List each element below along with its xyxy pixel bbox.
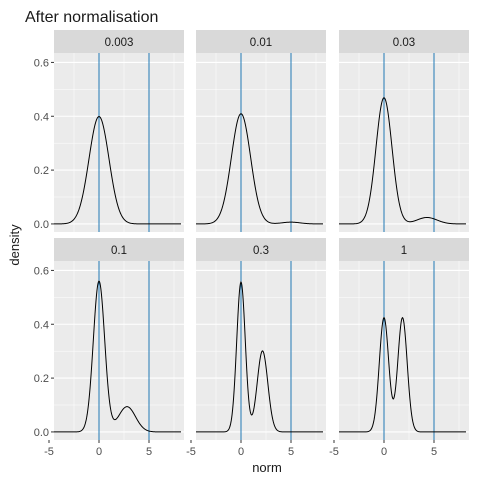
facet-label: 0.3 <box>253 245 269 257</box>
panel-background <box>54 53 184 232</box>
facet-strip <box>54 30 184 53</box>
panel-background <box>54 261 184 440</box>
x-tick-label: 0 <box>381 446 387 458</box>
facet-strip <box>339 238 469 261</box>
density-curve <box>339 97 466 225</box>
density-curve <box>54 116 181 225</box>
panel-background <box>339 53 469 232</box>
y-tick-label: 0.0 <box>34 427 49 439</box>
panel-background <box>339 261 469 440</box>
y-tick-label: 0.2 <box>34 165 49 177</box>
chart-title: After normalisation <box>25 9 158 26</box>
x-axis-label: norm <box>252 460 282 475</box>
y-tick-label: 0.6 <box>34 265 49 277</box>
y-tick-label: 0.2 <box>34 373 49 385</box>
x-tick-label: 5 <box>146 446 152 458</box>
x-tick-label: 0 <box>96 446 102 458</box>
facet-label: 0.03 <box>393 37 415 49</box>
x-tick-label: 5 <box>288 446 294 458</box>
density-curve <box>339 316 466 433</box>
x-tick-label: -5 <box>186 446 196 458</box>
facet-strip <box>196 30 326 53</box>
y-axis-label: density <box>7 224 22 266</box>
x-tick-label: 5 <box>431 446 437 458</box>
x-tick-label: -5 <box>329 446 339 458</box>
panel-background <box>196 261 326 440</box>
y-tick-label: 0.0 <box>34 219 49 231</box>
facet-label: 0.003 <box>105 37 134 49</box>
density-curve <box>54 280 181 433</box>
density-curve <box>196 113 323 225</box>
density-curve <box>196 281 323 433</box>
y-tick-label: 0.4 <box>34 319 49 331</box>
facet-label: 0.1 <box>111 245 127 257</box>
x-tick-label: -5 <box>44 446 54 458</box>
facet-label: 1 <box>401 245 407 257</box>
facet-label: 0.01 <box>250 37 272 49</box>
facet-strip <box>54 238 184 261</box>
facet-strip <box>196 238 326 261</box>
y-tick-label: 0.4 <box>34 111 49 123</box>
y-tick-label: 0.6 <box>34 57 49 69</box>
x-tick-label: 0 <box>238 446 244 458</box>
panel-background <box>196 53 326 232</box>
facet-strip <box>339 30 469 53</box>
